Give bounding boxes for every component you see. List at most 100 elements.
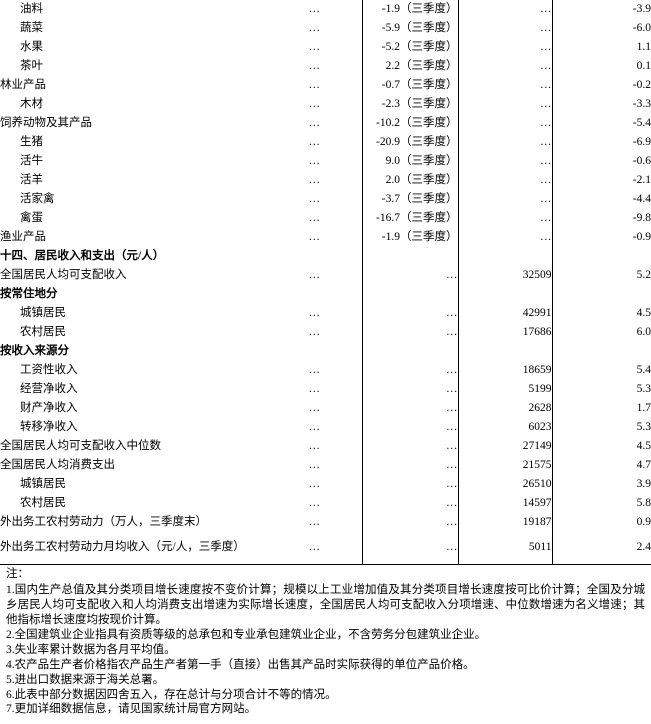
table-row: 活家禽… -3.7（三季度）… -4.4: [0, 190, 651, 209]
cell-abs2: 26510: [457, 475, 552, 494]
cell-gr2: [551, 285, 651, 304]
cell-abs2: …: [457, 152, 552, 171]
cell-gr2: 4.5: [551, 437, 651, 456]
notes-heading: 注：: [6, 568, 29, 580]
cell-gr1: …: [361, 475, 458, 494]
cell-abs1: …: [308, 325, 321, 338]
row-label: 全国居民人均消费支出: [0, 458, 115, 471]
table-row: 木材… -2.3（三季度）… -3.3: [0, 95, 651, 114]
cell-gr2: 5.3: [551, 418, 651, 437]
cell-gr2: 5.3: [551, 380, 651, 399]
table-row: 城镇居民…… 26510 3.9: [0, 475, 651, 494]
cell-gr2: -9.8: [551, 209, 651, 228]
notes-list: 1.国内生产总值及其分类项目增长速度按不变价计算；规模以上工业增加值及其分类项目…: [6, 583, 645, 717]
cell-abs1: …: [308, 420, 321, 433]
cell-gr1: …: [361, 513, 458, 532]
table-row: 按常住地分: [0, 285, 651, 304]
row-label: 按常住地分: [0, 287, 58, 300]
cell-gr2: 6.0: [551, 323, 651, 342]
cell-gr1: -16.7（三季度）: [361, 209, 458, 228]
row-label: 农村居民: [20, 496, 66, 509]
row-label: 全国居民人均可支配收入中位数: [0, 439, 161, 452]
cell-abs2: 18659: [457, 361, 552, 380]
cell-abs1: …: [308, 515, 321, 528]
cell-abs1: …: [308, 2, 321, 15]
cell-abs1: …: [308, 496, 321, 509]
cell-gr2: 1.7: [551, 399, 651, 418]
cell-abs2: [457, 285, 552, 304]
cell-abs2: 17686: [457, 323, 552, 342]
cell-abs2: [457, 247, 552, 266]
cell-gr1: -20.9（三季度）: [361, 133, 458, 152]
cell-abs1: [267, 285, 362, 304]
cell-abs1: …: [308, 21, 321, 34]
cell-gr2: 5.8: [551, 494, 651, 513]
cell-gr2: 4.7: [551, 456, 651, 475]
cell-abs2: 2628: [457, 399, 552, 418]
cell-abs2: …: [457, 19, 552, 38]
cell-gr1: …: [361, 399, 458, 418]
table-row: 外出务工农村劳动力（万人，三季度末）…… 19187 0.9: [0, 513, 651, 532]
table-row: 饲养动物及其产品… -10.2（三季度）… -5.4: [0, 114, 651, 133]
row-label: 工资性收入: [20, 363, 78, 376]
cell-abs1: …: [308, 173, 321, 186]
cell-gr1: 2.2（三季度）: [361, 57, 458, 76]
table-row: 活牛… 9.0（三季度）… -0.6: [0, 152, 651, 171]
row-label: 农村居民: [20, 325, 66, 338]
cell-gr2: 1.1: [551, 38, 651, 57]
statistics-table: 油料… -1.9（三季度）… -3.9 蔬菜… -5.9（三季度）… -6.0 水果… -5.…: [0, 0, 651, 565]
cell-gr1: …: [361, 323, 458, 342]
row-label: 油料: [20, 2, 43, 15]
cell-gr2: -0.6: [551, 152, 651, 171]
row-label: 城镇居民: [20, 477, 66, 490]
cell-abs2: [457, 342, 552, 361]
cell-gr2: -0.9: [551, 228, 651, 247]
cell-gr2: 0.1: [551, 57, 651, 76]
table-row: 林业产品… -0.7（三季度）… -0.2: [0, 76, 651, 95]
cell-gr1: 9.0（三季度）: [361, 152, 458, 171]
cell-abs2: …: [457, 114, 552, 133]
cell-abs1: [267, 342, 362, 361]
table-row: 按收入来源分: [0, 342, 651, 361]
cell-gr1: 2.0（三季度）: [361, 171, 458, 190]
cell-abs1: …: [267, 532, 362, 565]
cell-abs1: …: [308, 154, 321, 167]
row-label: 蔬菜: [20, 21, 43, 34]
row-label: 木材: [20, 97, 43, 110]
cell-abs1: …: [308, 78, 321, 91]
row-label: 财产净收入: [20, 401, 78, 414]
cell-gr1: …: [361, 418, 458, 437]
cell-abs2: 21575: [457, 456, 552, 475]
cell-gr1: -3.7（三季度）: [361, 190, 458, 209]
row-label: 渔业产品: [0, 230, 46, 243]
cell-abs2: …: [457, 38, 552, 57]
cell-abs2: 14597: [457, 494, 552, 513]
cell-gr1: [361, 285, 458, 304]
cell-gr1: -10.2（三季度）: [361, 114, 458, 133]
table-row: 十四、居民收入和支出（元/人）: [0, 247, 651, 266]
row-label: 十四、居民收入和支出（元/人）: [0, 249, 165, 262]
cell-gr2: 2.4: [551, 532, 651, 565]
cell-abs1: …: [308, 439, 321, 452]
cell-abs1: …: [308, 268, 321, 281]
table-row: 财产净收入…… 2628 1.7: [0, 399, 651, 418]
cell-abs1: …: [308, 116, 321, 129]
cell-gr2: [551, 342, 651, 361]
table-row: 生猪… -20.9（三季度）… -6.9: [0, 133, 651, 152]
table-row: 活羊… 2.0（三季度）… -2.1: [0, 171, 651, 190]
cell-gr1: …: [361, 456, 458, 475]
cell-abs1: …: [308, 458, 321, 471]
cell-gr1: …: [361, 361, 458, 380]
cell-gr1: [361, 342, 458, 361]
cell-abs2: …: [457, 171, 552, 190]
cell-gr1: …: [361, 437, 458, 456]
cell-gr2: -0.2: [551, 76, 651, 95]
cell-gr1: -0.7（三季度）: [361, 76, 458, 95]
table-row: 工资性收入…… 18659 5.4: [0, 361, 651, 380]
note-item: 4.农产品生产者价格指农产品生产者第一手（直接）出售其产品时实际获得的单位产品价…: [6, 658, 475, 671]
row-label: 禽蛋: [20, 211, 43, 224]
cell-gr2: 5.2: [551, 266, 651, 285]
note-item: 7.更加详细数据信息，请见国家统计局官方网站。: [6, 703, 257, 716]
cell-gr1: -2.3（三季度）: [361, 95, 458, 114]
